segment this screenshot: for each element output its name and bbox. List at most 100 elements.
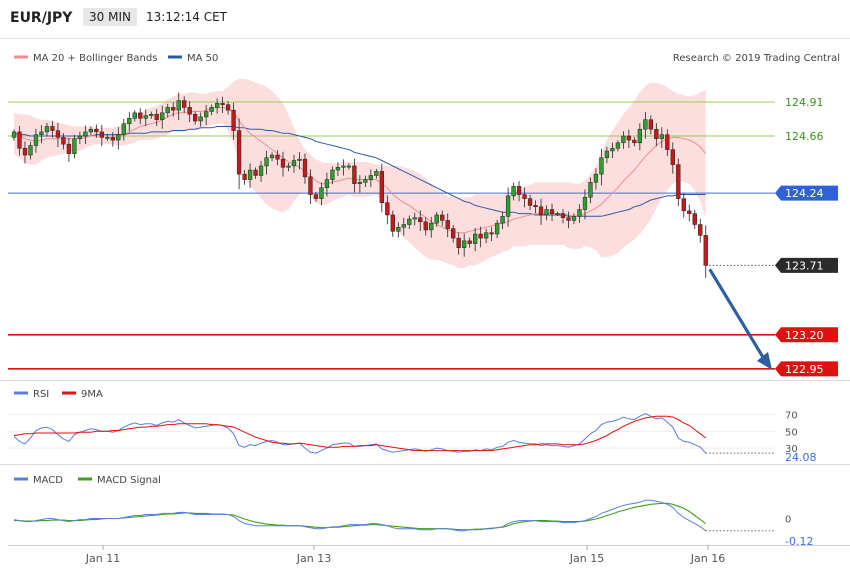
candle xyxy=(615,140,621,152)
candle-body xyxy=(621,135,626,144)
candle xyxy=(182,96,187,113)
candle-body xyxy=(374,171,379,176)
candle xyxy=(209,104,214,116)
ma50-legend-label: MA 50 xyxy=(187,53,218,64)
candle-body xyxy=(637,128,643,144)
candle xyxy=(555,211,560,217)
candle-body xyxy=(204,111,209,118)
rsi-last-value: 24.08 xyxy=(785,451,817,464)
candle xyxy=(681,193,686,218)
candle xyxy=(286,162,291,172)
candle-body xyxy=(516,186,522,195)
candle xyxy=(429,216,434,238)
candle xyxy=(83,125,88,145)
candle xyxy=(445,213,450,238)
candle-body xyxy=(44,126,50,133)
time-label: 13:12:14 CET xyxy=(146,10,227,24)
candle xyxy=(39,125,44,144)
candle-body xyxy=(467,240,472,244)
candle-body xyxy=(77,135,83,139)
candle-body xyxy=(659,134,664,139)
candle xyxy=(698,218,703,243)
candle xyxy=(297,152,302,170)
candle xyxy=(637,123,643,151)
candle xyxy=(396,222,401,238)
candle xyxy=(368,169,374,187)
candle xyxy=(231,102,236,140)
candle xyxy=(110,132,115,147)
candle-body xyxy=(352,165,357,184)
candle xyxy=(138,108,143,125)
candle xyxy=(165,103,170,118)
macd-legend-label: MACD xyxy=(33,475,63,486)
candle-body xyxy=(626,135,632,141)
candle-body xyxy=(489,232,494,235)
candle xyxy=(478,226,483,248)
candle xyxy=(55,122,61,148)
candle xyxy=(374,168,379,179)
candle-body xyxy=(242,173,247,180)
level-label-text: 123.20 xyxy=(785,329,824,342)
candle-body xyxy=(231,109,236,131)
candle-body xyxy=(132,112,137,119)
x-tick-label: Jan 15 xyxy=(569,552,604,565)
candle-body xyxy=(72,138,77,154)
macd-signal-legend-label: MACD Signal xyxy=(97,475,161,486)
candle-body xyxy=(610,148,615,152)
level-label-text: 122.95 xyxy=(785,363,824,376)
candle xyxy=(264,150,269,175)
macd-last-value: -0.12 xyxy=(785,535,813,548)
candle-body xyxy=(604,150,610,159)
candle-body xyxy=(247,169,253,180)
candle-body xyxy=(39,131,44,135)
candle xyxy=(462,233,467,257)
candle-body xyxy=(676,164,681,199)
candle-body xyxy=(138,112,143,119)
candle xyxy=(577,204,582,223)
level-label-tag xyxy=(775,185,838,201)
candle xyxy=(17,126,22,156)
candle-body xyxy=(566,217,571,221)
candle xyxy=(116,127,121,150)
candle-body xyxy=(165,107,170,114)
candle xyxy=(654,123,659,147)
candle xyxy=(291,154,297,173)
candle-body xyxy=(544,209,549,216)
candle-body xyxy=(341,165,346,168)
candle xyxy=(643,112,648,139)
candle xyxy=(313,192,319,202)
candle-body xyxy=(423,221,428,231)
candle xyxy=(269,152,275,162)
candle-body xyxy=(220,103,225,105)
symbol-label: EUR/JPY xyxy=(10,10,73,26)
candle-body xyxy=(648,119,653,130)
candle-body xyxy=(451,228,456,239)
candle xyxy=(511,182,516,201)
candle-body xyxy=(692,213,697,225)
timeframe-button[interactable]: 30 MIN xyxy=(83,8,137,26)
level-label-124-66: 124.66 xyxy=(785,130,824,143)
candle xyxy=(621,131,626,149)
candle-body xyxy=(385,202,390,216)
candle xyxy=(571,213,577,225)
candle-body xyxy=(401,224,406,228)
candle xyxy=(149,111,154,119)
candle xyxy=(500,211,505,230)
candle-body xyxy=(533,205,538,208)
candle-body xyxy=(511,186,516,197)
candle-body xyxy=(549,209,555,214)
candle xyxy=(50,121,55,138)
candle-body xyxy=(182,100,187,108)
rsi-tick-label: 50 xyxy=(785,427,798,438)
candle xyxy=(494,219,500,239)
candle-body xyxy=(324,179,330,188)
candle xyxy=(94,124,99,138)
candle-body xyxy=(538,206,544,216)
candle xyxy=(610,142,615,159)
candle xyxy=(363,175,368,188)
candle xyxy=(593,168,599,190)
candle-body xyxy=(94,128,99,133)
candle xyxy=(604,146,610,164)
candle xyxy=(379,163,384,213)
candle-body xyxy=(264,157,269,167)
